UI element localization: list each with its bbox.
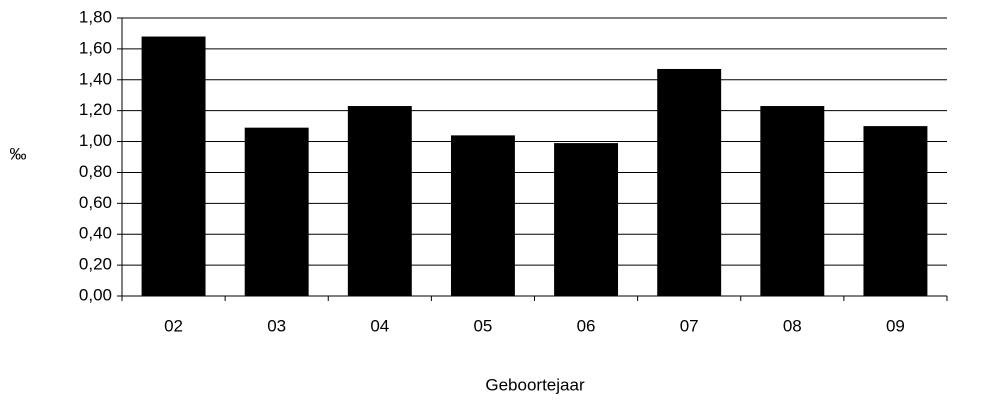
y-tick-label: 0,40 bbox=[79, 224, 112, 243]
y-tick-label: 1,80 bbox=[79, 7, 112, 26]
bar bbox=[863, 126, 928, 296]
x-tick-label: 08 bbox=[783, 316, 802, 335]
y-tick-label: 1,20 bbox=[79, 100, 112, 119]
bar bbox=[347, 106, 412, 297]
x-tick-label: 03 bbox=[267, 316, 286, 335]
y-tick-label: 1,60 bbox=[79, 38, 112, 57]
x-tick-label: 04 bbox=[370, 316, 389, 335]
bar bbox=[554, 143, 619, 296]
x-tick-label: 09 bbox=[886, 316, 905, 335]
bar bbox=[657, 68, 722, 296]
bar bbox=[450, 135, 515, 296]
y-axis-label: ‰ bbox=[10, 144, 27, 163]
x-tick-label: 07 bbox=[680, 316, 699, 335]
x-axis-label: Geboortejaar bbox=[485, 375, 585, 394]
bar bbox=[141, 36, 206, 297]
y-tick-label: 1,40 bbox=[79, 69, 112, 88]
y-tick-label: 0,20 bbox=[79, 255, 112, 274]
y-tick-label: 0,00 bbox=[79, 285, 112, 304]
y-tick-label: 1,00 bbox=[79, 131, 112, 150]
y-tick-label: 0,60 bbox=[79, 193, 112, 212]
x-tick-label: 02 bbox=[164, 316, 183, 335]
y-tick-label: 0,80 bbox=[79, 162, 112, 181]
bar bbox=[760, 106, 825, 297]
bar bbox=[244, 127, 309, 297]
x-tick-label: 06 bbox=[577, 316, 596, 335]
x-tick-label: 05 bbox=[473, 316, 492, 335]
